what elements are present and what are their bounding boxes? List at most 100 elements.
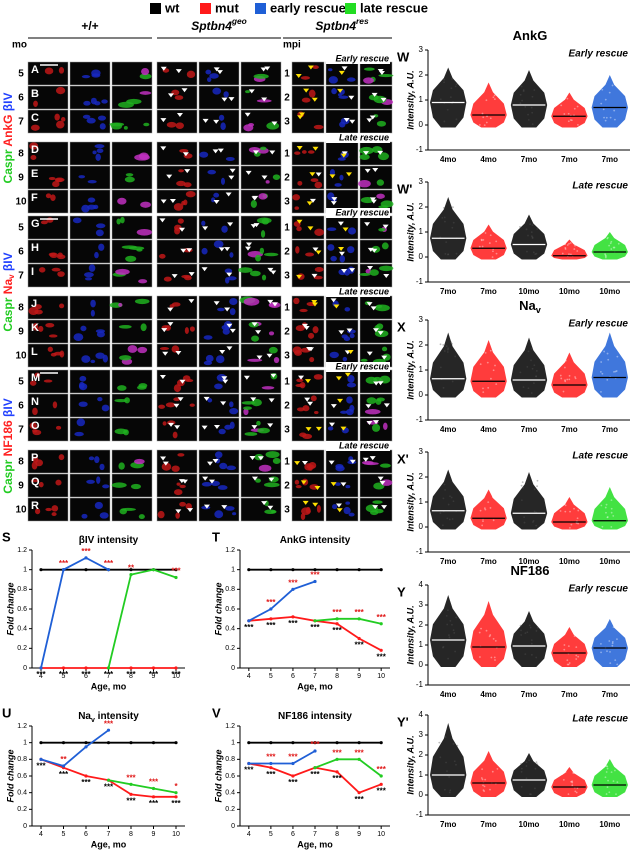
- x-tick-label: 7: [313, 673, 317, 680]
- stain-blob: [218, 428, 226, 435]
- dot-texture: [612, 246, 615, 249]
- dot-texture: [610, 526, 613, 528]
- stain-blob: [45, 322, 55, 328]
- micrograph: [240, 85, 282, 110]
- y-tick-label: 1: [419, 497, 424, 506]
- dot-texture: [487, 501, 490, 504]
- stain-blob: [82, 114, 91, 119]
- x-tick-label: 6: [291, 673, 295, 680]
- micrograph: [291, 295, 325, 320]
- stain-part: βIV: [1, 398, 15, 417]
- arrowhead: [330, 298, 337, 303]
- stain-blob: [305, 252, 315, 257]
- dot-texture: [576, 250, 579, 252]
- y-tick-label: 0.6: [225, 606, 235, 613]
- stain-blob: [302, 405, 310, 412]
- stain-blob: [101, 99, 108, 104]
- dot-texture: [520, 499, 523, 502]
- arrowhead: [176, 113, 183, 118]
- stain-blob: [359, 146, 374, 155]
- arrowhead: [349, 119, 356, 124]
- stain-blob: [99, 123, 106, 130]
- x-tick-label: 10mo: [559, 820, 580, 829]
- dot-texture: [521, 481, 524, 484]
- stain-blob: [339, 255, 346, 263]
- dot-texture: [448, 636, 451, 639]
- stain-blob: [297, 180, 303, 186]
- dot-texture: [535, 656, 538, 659]
- dot-texture: [451, 226, 454, 229]
- dot-texture: [531, 224, 534, 227]
- panel-letter: X: [397, 319, 406, 334]
- stain-blob: [268, 346, 278, 354]
- arrowhead: [175, 509, 182, 514]
- dot-texture: [564, 243, 566, 246]
- micrograph: [291, 319, 325, 344]
- arrowhead: [311, 299, 318, 304]
- y-tick-label: 0.6: [17, 773, 27, 780]
- dot-texture: [446, 609, 449, 612]
- series-line: [108, 779, 177, 794]
- arrowhead: [271, 121, 278, 126]
- dot-texture: [613, 118, 616, 121]
- dot-texture: [442, 206, 445, 209]
- series-line: [40, 556, 109, 669]
- dot-texture: [605, 116, 608, 119]
- stain-blob: [347, 375, 355, 383]
- arrowhead: [261, 175, 268, 180]
- significance: ***: [59, 770, 69, 779]
- stain-blob: [245, 90, 251, 94]
- stain-blob: [130, 483, 142, 490]
- stain-blob: [78, 175, 86, 179]
- arrowhead: [296, 219, 303, 224]
- x-tick-label: 7mo: [440, 287, 457, 296]
- chart-title-main: Na: [519, 298, 536, 313]
- arrowhead: [377, 381, 384, 386]
- stain-blob: [369, 269, 379, 276]
- stain-blob: [217, 307, 225, 312]
- dot-texture: [485, 99, 488, 102]
- stain-blob: [158, 404, 166, 409]
- stain-blob: [359, 153, 370, 161]
- stain-blob: [211, 197, 216, 203]
- stain-blob: [176, 180, 186, 187]
- stain-blob: [337, 157, 346, 161]
- stain-blob: [126, 98, 142, 105]
- arrowhead: [255, 330, 262, 335]
- stain-blob: [97, 115, 107, 121]
- label-bg: [326, 133, 390, 143]
- stain-blob: [54, 177, 65, 183]
- stain-blob: [90, 299, 96, 308]
- dot-texture: [519, 102, 522, 105]
- dot-texture: [442, 646, 444, 649]
- row-age: 6: [18, 93, 24, 104]
- row-age: 10: [15, 197, 27, 208]
- arrowhead: [260, 67, 267, 72]
- significance: ***: [310, 623, 320, 632]
- dot-texture: [574, 790, 577, 793]
- stain-blob: [256, 420, 261, 426]
- dot-texture: [488, 242, 491, 244]
- x-tick-label: 4mo: [480, 690, 497, 699]
- arrowhead: [366, 302, 373, 307]
- significance: ***: [377, 613, 387, 622]
- stain-blob: [272, 174, 281, 180]
- dot-texture: [442, 386, 445, 389]
- dot-texture: [445, 761, 447, 764]
- arrowhead: [178, 479, 185, 484]
- point-marker: [106, 778, 111, 782]
- arrowhead: [364, 168, 371, 173]
- y-tick-label: 3: [419, 730, 424, 739]
- arrowhead: [336, 508, 343, 513]
- stain-blob: [310, 395, 317, 402]
- panel-letter: U: [2, 705, 11, 720]
- label-bg: [326, 441, 390, 451]
- dot-texture: [449, 495, 451, 498]
- dot-texture: [535, 524, 538, 527]
- stain-blob: [218, 114, 225, 121]
- dot-texture: [564, 379, 566, 382]
- panel-letter: E: [31, 168, 38, 180]
- significance: ***: [266, 753, 276, 762]
- stain-blob: [343, 336, 351, 342]
- dot-texture: [559, 374, 562, 377]
